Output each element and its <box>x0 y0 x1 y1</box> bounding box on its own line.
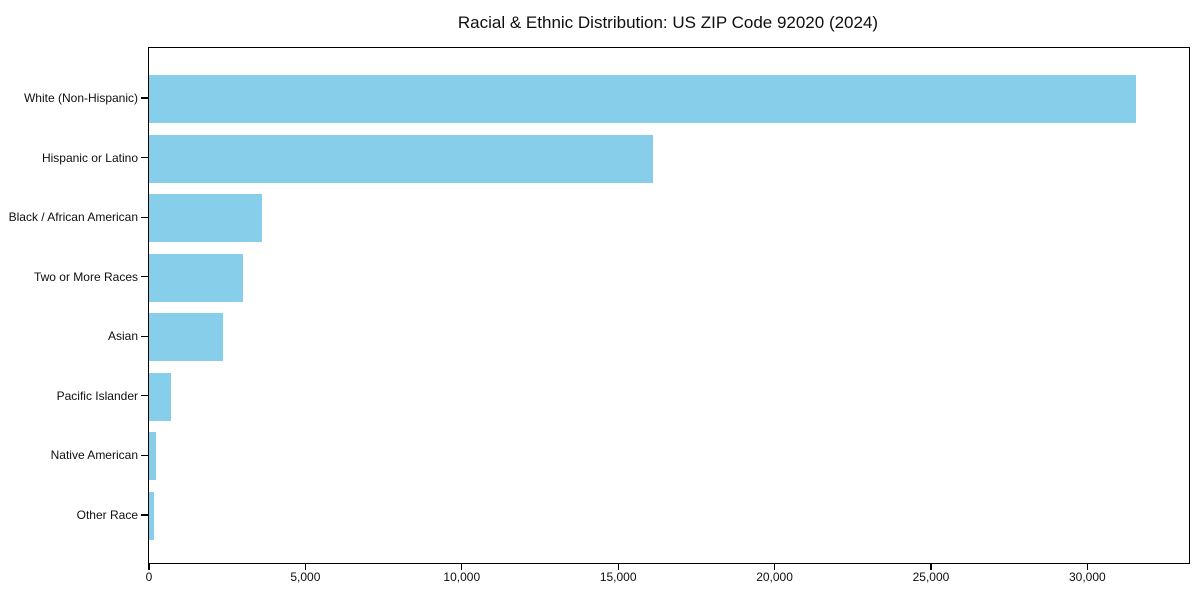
y-tick-mark <box>141 276 148 278</box>
bar-two-or-more-races <box>149 253 243 302</box>
y-tick-label: White (Non-Hispanic) <box>23 91 138 105</box>
x-tick-label: 10,000 <box>443 570 481 584</box>
x-tick-label: 0 <box>145 570 153 584</box>
y-tick-label: Black / African American <box>8 210 138 225</box>
bar-black-african-american <box>149 194 262 243</box>
y-tick-mark <box>141 454 148 457</box>
bar-other-race <box>149 492 155 540</box>
x-tick-mark <box>461 564 463 570</box>
y-tick-label: Pacific Islander <box>56 388 138 403</box>
y-axis-labels: White (Non-Hispanic) Hispanic or Latino Bl… <box>0 47 138 562</box>
bar-asian <box>149 313 224 362</box>
x-tick-label: 20,000 <box>756 570 793 584</box>
x-tick-mark <box>930 564 932 570</box>
y-tick-mark <box>141 395 148 397</box>
bar-hispanic-or-latino <box>149 134 653 183</box>
y-tick-label: Asian <box>107 329 138 344</box>
y-tick-label: Two or More Races <box>33 269 138 284</box>
chart-title: Racial & Ethnic Distribution: US ZIP Cod… <box>457 13 879 32</box>
bar-white-non-hispanic <box>149 75 1137 123</box>
bar-pacific-islander <box>149 372 171 421</box>
y-tick-mark <box>141 335 148 337</box>
y-tick-mark <box>141 216 148 218</box>
x-tick-label: 30,000 <box>1068 570 1106 584</box>
x-tick-mark <box>773 564 776 570</box>
x-tick-mark <box>148 564 150 570</box>
x-tick-mark <box>304 564 306 570</box>
x-tick-label: 25,000 <box>912 570 950 584</box>
y-tick-label: Native American <box>50 448 138 463</box>
x-tick-label: 5,000 <box>290 570 321 584</box>
y-tick-label: Hispanic or Latino <box>41 150 138 165</box>
x-tick-mark <box>617 564 619 570</box>
y-tick-label: Other Race <box>76 508 138 522</box>
y-tick-mark <box>141 514 148 516</box>
bar-native-american <box>149 432 156 481</box>
y-tick-mark <box>141 156 148 159</box>
x-tick-mark <box>1086 564 1088 570</box>
x-tick-label: 15,000 <box>599 570 637 584</box>
plot-area <box>148 47 1190 564</box>
y-tick-mark <box>141 97 148 99</box>
